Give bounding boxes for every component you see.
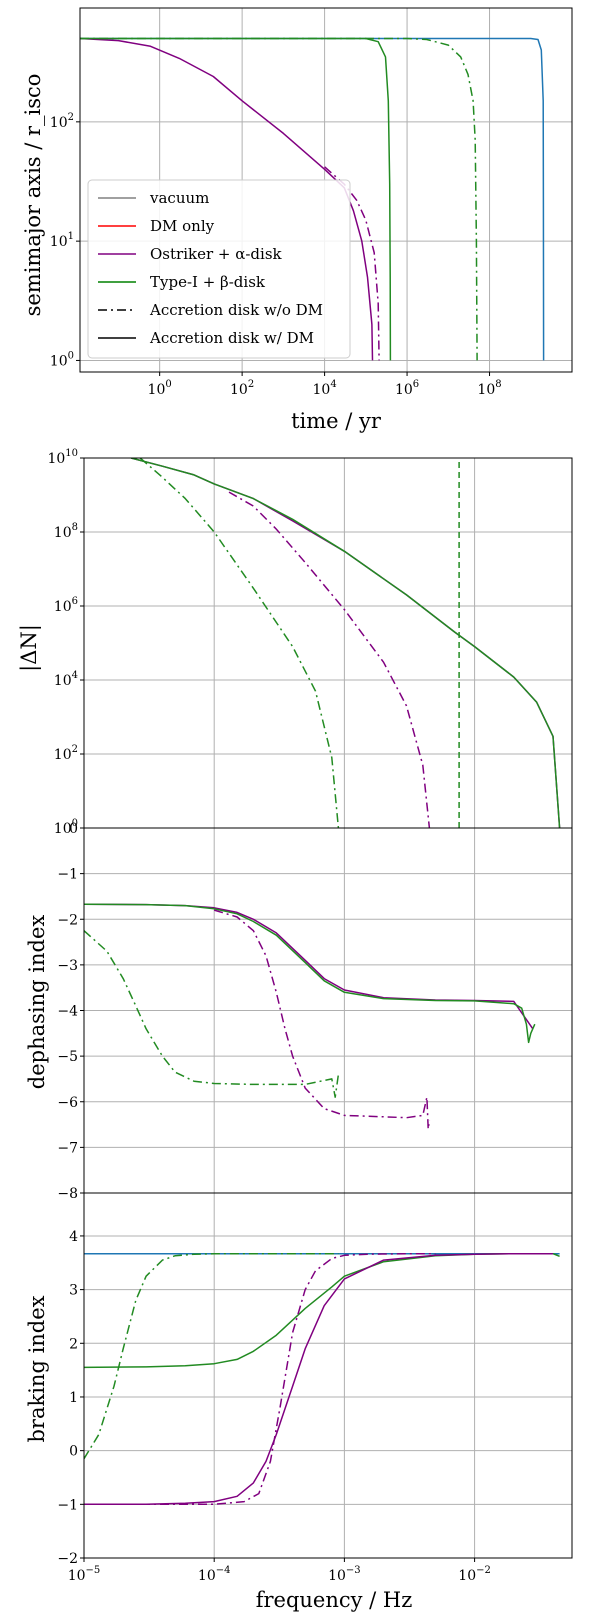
p3-y-tick-label: 4 [69,1229,78,1245]
p0-x-tick-label: 106 [395,379,419,398]
p3-x-axis-label: frequency / Hz [256,1588,413,1612]
legend-label: Ostriker + α-disk [150,245,283,263]
p3-axes-frame [83,1192,573,1559]
p0-y-tick-label: 100 [50,350,74,369]
p2-series-line-1 [84,903,536,1044]
legend-label: Type-I + β-disk [150,273,266,291]
p0-x-tick-label: 100 [148,379,172,398]
p0-series-line-1 [80,37,374,361]
p0-series-line-0 [80,37,545,361]
p3-y-tick-label: 0 [69,1444,78,1460]
p0-y-tick-label: 101 [50,231,74,250]
p0-x-tick-label: 104 [312,379,336,398]
p1-series-line-3 [139,458,340,828]
p3-series-line-3 [84,1253,436,1506]
p0-axes-frame [79,7,573,373]
p3-y-tick-label: 2 [69,1336,78,1352]
p1-y-tick-label: 1010 [47,448,78,467]
p1-y-tick-label: 102 [54,744,78,763]
legend-label: DM only [150,217,215,235]
p3-y-tick-label: −1 [57,1497,78,1513]
p3-x-tick-label: 10−4 [198,1565,231,1584]
legend: vacuum DM only Ostriker + α-disk Type-I + β… [87,179,351,359]
p3-y-tick-label: 3 [69,1283,78,1299]
p2-series-line-2 [213,909,431,1130]
p2-y-axis-label: dephasing index [25,915,49,1090]
p1-series-group [130,458,561,828]
p3-x-tick-label: 10−3 [328,1565,361,1584]
p0-y-axis-label: semimajor axis / r_isco [21,74,45,317]
p2-y-tick-label: 0 [69,821,78,837]
semimajor-axis-panel: 100 101 102 100 102 104 106 108 vacuum DM only Ost… [50,7,573,398]
p0-y-tick-label: 102 [50,112,74,131]
dephasing-index-panel: −8 −7 −6 −5 −4 −3 −2 −1 0 [57,821,573,1202]
p3-y-tick-label: −2 [57,1551,78,1567]
p1-y-tick-label: 108 [54,522,78,541]
p1-y-axis-label: |ΔN| [17,624,42,672]
p2-y-tick-label: −5 [57,1049,78,1065]
p0-x-tick-label: 102 [230,379,254,398]
legend-box [87,179,351,359]
p3-series-group [84,1252,560,1506]
p2-y-tick-label: −8 [57,1186,78,1202]
legend-label: Accretion disk w/ DM [149,329,314,347]
p0-x-axis-label: time / yr [291,409,382,433]
p1-series-line-1 [130,458,561,828]
p2-y-tick-label: −1 [57,867,78,883]
p3-x-tick-label: 10−5 [68,1565,101,1584]
p2-series-group [84,903,536,1130]
p3-y-tick-label: 1 [69,1390,78,1406]
braking-index-panel: −2 −1 0 1 2 3 4 10−5 10−4 10−3 10−2 [57,1192,573,1584]
p3-y-axis-label: braking index [25,1295,49,1442]
p2-y-tick-label: −2 [57,912,78,928]
p3-x-tick-label: 10−2 [458,1565,491,1584]
p2-y-tick-label: −4 [57,1004,78,1020]
p2-y-tick-label: −6 [57,1095,78,1111]
p2-y-tick-label: −3 [57,958,78,974]
p1-series-line-0 [130,458,561,828]
p1-axes-frame [83,457,573,829]
legend-label: vacuum [149,189,209,207]
p1-series-line-2 [228,491,431,828]
p2-y-tick-label: −7 [57,1140,78,1156]
p2-series-line-3 [84,930,340,1098]
p3-series-line-2 [84,1252,553,1506]
p0-x-tick-label: 108 [477,379,501,398]
p3-series-line-4 [84,1253,339,1460]
legend-label: Accretion disk w/o DM [149,301,323,319]
p1-y-tick-label: 106 [54,596,78,615]
p0-series-line-4 [80,37,478,361]
p1-y-tick-label: 104 [54,670,78,689]
